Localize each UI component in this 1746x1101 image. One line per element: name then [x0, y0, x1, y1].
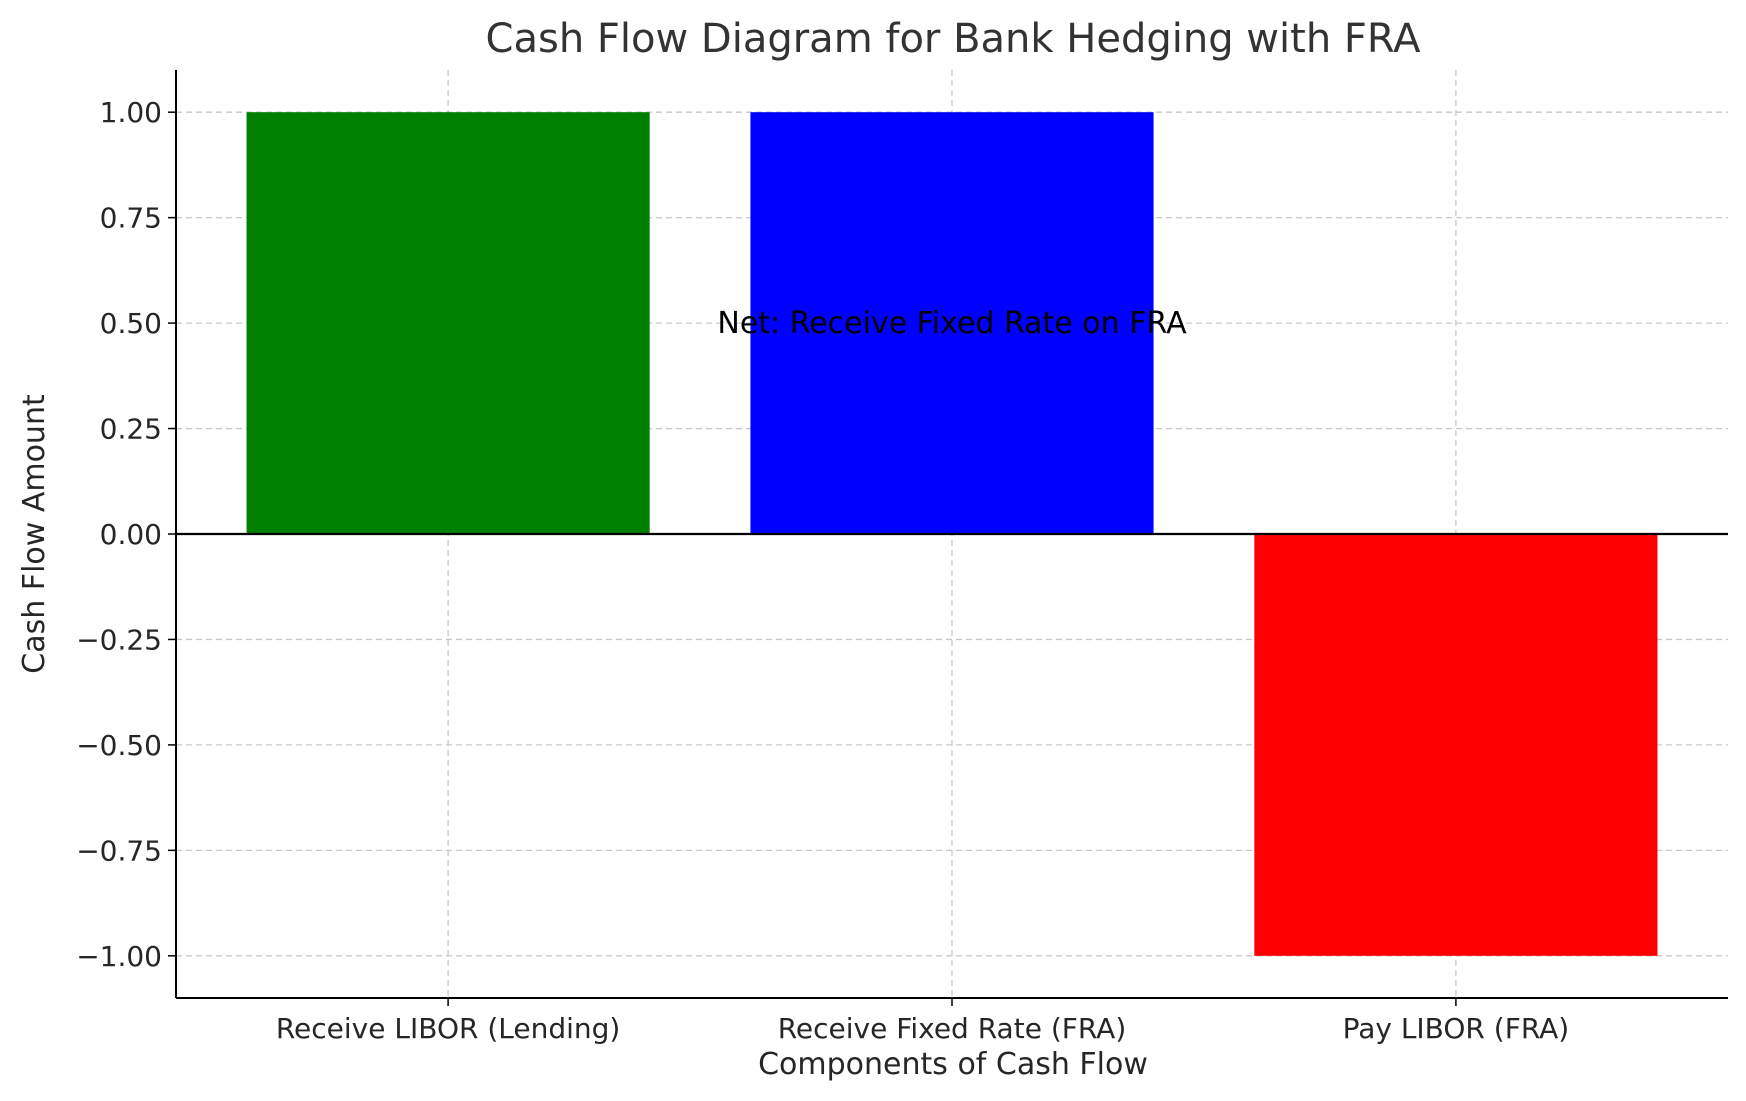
tick-labels: −1.00 −0.75 −0.50 −0.25 0.00 0.25 0.50 0.75 1.00… — [76, 96, 1569, 1045]
y-tick-label: −0.25 — [76, 623, 162, 656]
y-tick-label: −0.75 — [76, 834, 162, 867]
y-tick-label: 0.25 — [100, 413, 162, 446]
x-tick-label: Receive LIBOR (Lending) — [276, 1012, 621, 1045]
x-tick-label: Pay LIBOR (FRA) — [1343, 1012, 1570, 1045]
x-axis-label: Components of Cash Flow — [758, 1047, 1148, 1082]
bar — [750, 112, 1154, 534]
bar — [1254, 534, 1658, 956]
axes — [168, 70, 1728, 1006]
net-annotation: Net: Receive Fixed Rate on FRA — [717, 306, 1187, 341]
chart-title: Cash Flow Diagram for Bank Hedging with … — [486, 16, 1422, 62]
y-tick-label: 0.50 — [100, 307, 162, 340]
y-tick-label: 0.00 — [100, 518, 162, 551]
y-tick-label: 1.00 — [100, 96, 162, 129]
bars — [246, 112, 1658, 956]
y-tick-label: 0.75 — [100, 202, 162, 235]
y-axis-label: Cash Flow Amount — [17, 394, 52, 674]
y-tick-label: −0.50 — [76, 729, 162, 762]
y-tick-label: −1.00 — [76, 940, 162, 973]
x-tick-label: Receive Fixed Rate (FRA) — [778, 1012, 1127, 1045]
bar — [246, 112, 650, 534]
